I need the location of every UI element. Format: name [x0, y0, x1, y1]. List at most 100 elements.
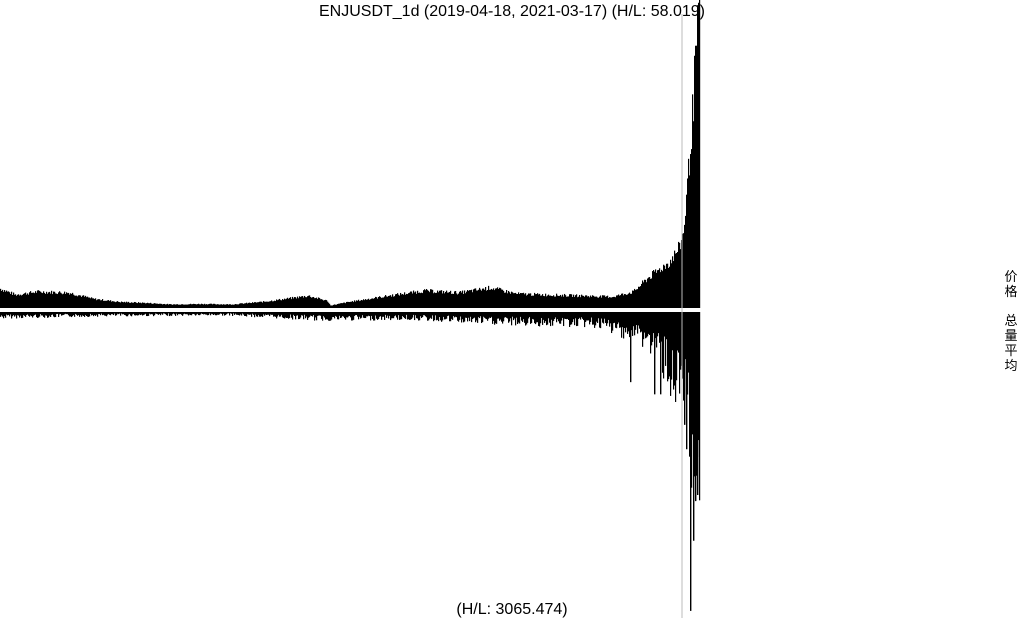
volume-bar [329, 312, 331, 321]
volume-bar [153, 312, 155, 317]
volume-bar [259, 312, 261, 317]
price-bar [432, 289, 434, 308]
price-bar [682, 233, 684, 308]
volume-spike [684, 312, 686, 425]
volume-bar [253, 312, 255, 315]
price-bar [647, 278, 649, 308]
price-bar [347, 301, 349, 308]
volume-bar [277, 312, 279, 317]
price-bar [618, 294, 620, 308]
price-bar [228, 304, 230, 308]
volume-bar [44, 312, 46, 318]
price-bar [129, 302, 131, 308]
volume-bar [352, 312, 354, 321]
price-bar [657, 270, 659, 308]
price-bar [479, 287, 481, 308]
price-bar [617, 295, 619, 308]
volume-bar [477, 312, 479, 323]
price-bar [106, 300, 108, 308]
price-bar [572, 297, 574, 308]
volume-bar [355, 312, 357, 316]
volume-bar [492, 312, 494, 324]
volume-bar [399, 312, 401, 320]
price-bar [155, 303, 157, 308]
price-bar [314, 298, 316, 308]
price-bar [547, 295, 549, 308]
price-bar [672, 256, 674, 308]
volume-bar [424, 312, 426, 316]
volume-bar [597, 312, 599, 323]
price-bar [590, 295, 592, 308]
volume-bar [434, 312, 436, 321]
volume-bar [193, 312, 195, 314]
price-bar [436, 292, 438, 308]
price-bar [383, 297, 385, 308]
price-bar [223, 304, 225, 308]
volume-bar [540, 312, 542, 324]
volume-bar [24, 312, 26, 316]
price-bar [476, 290, 478, 308]
volume-bar [131, 312, 133, 317]
volume-bar [567, 312, 569, 319]
volume-bar [172, 312, 174, 315]
price-bar [576, 294, 578, 308]
volume-bar [405, 312, 407, 319]
price-bar [325, 299, 327, 308]
volume-bar [386, 312, 388, 318]
price-bar [233, 304, 235, 308]
volume-bar [334, 312, 336, 319]
volume-bar [112, 312, 114, 315]
price-bar [83, 295, 85, 308]
volume-bar [675, 312, 677, 402]
price-bar [508, 290, 510, 308]
price-bar [335, 304, 337, 308]
volume-bar [528, 312, 530, 319]
volume-bar [545, 312, 547, 322]
volume-bar [505, 312, 507, 318]
volume-bar [202, 312, 204, 315]
volume-bar [558, 312, 560, 322]
price-bar [678, 241, 680, 308]
price-bar [417, 290, 419, 308]
price-bar [168, 304, 170, 308]
price-bar [409, 292, 411, 308]
price-bar [500, 288, 502, 308]
volume-bar [262, 312, 264, 317]
volume-bar [583, 312, 585, 321]
price-bar [691, 149, 693, 308]
volume-bar [585, 312, 587, 322]
price-bar [81, 296, 83, 308]
price-bar [318, 297, 320, 308]
price-bar [118, 301, 120, 308]
price-bar [626, 294, 628, 308]
price-bar [326, 300, 328, 308]
price-bar [528, 293, 530, 308]
volume-bar [475, 312, 477, 323]
volume-bar [521, 312, 523, 321]
volume-bar [67, 312, 69, 315]
price-bar [537, 293, 539, 308]
volume-bar [59, 312, 61, 315]
volume-bar [447, 312, 449, 317]
volume-bar [241, 312, 243, 316]
volume-bar [179, 312, 181, 315]
volume-bar [91, 312, 93, 316]
price-bar [365, 299, 367, 308]
price-bar [379, 296, 381, 308]
price-bar [187, 304, 189, 308]
volume-bar [313, 312, 315, 315]
price-bar [46, 291, 48, 308]
price-bar [633, 290, 635, 308]
volume-bar [54, 312, 56, 318]
price-bar [256, 302, 258, 308]
price-bar [510, 293, 512, 308]
volume-bar [7, 312, 9, 316]
volume-bar [392, 312, 394, 319]
volume-bar [373, 312, 375, 321]
price-bar [292, 296, 294, 308]
volume-bar [489, 312, 491, 318]
price-bar [586, 295, 588, 308]
volume-bar [537, 312, 539, 323]
volume-bar [415, 312, 417, 316]
price-bar [372, 298, 374, 308]
